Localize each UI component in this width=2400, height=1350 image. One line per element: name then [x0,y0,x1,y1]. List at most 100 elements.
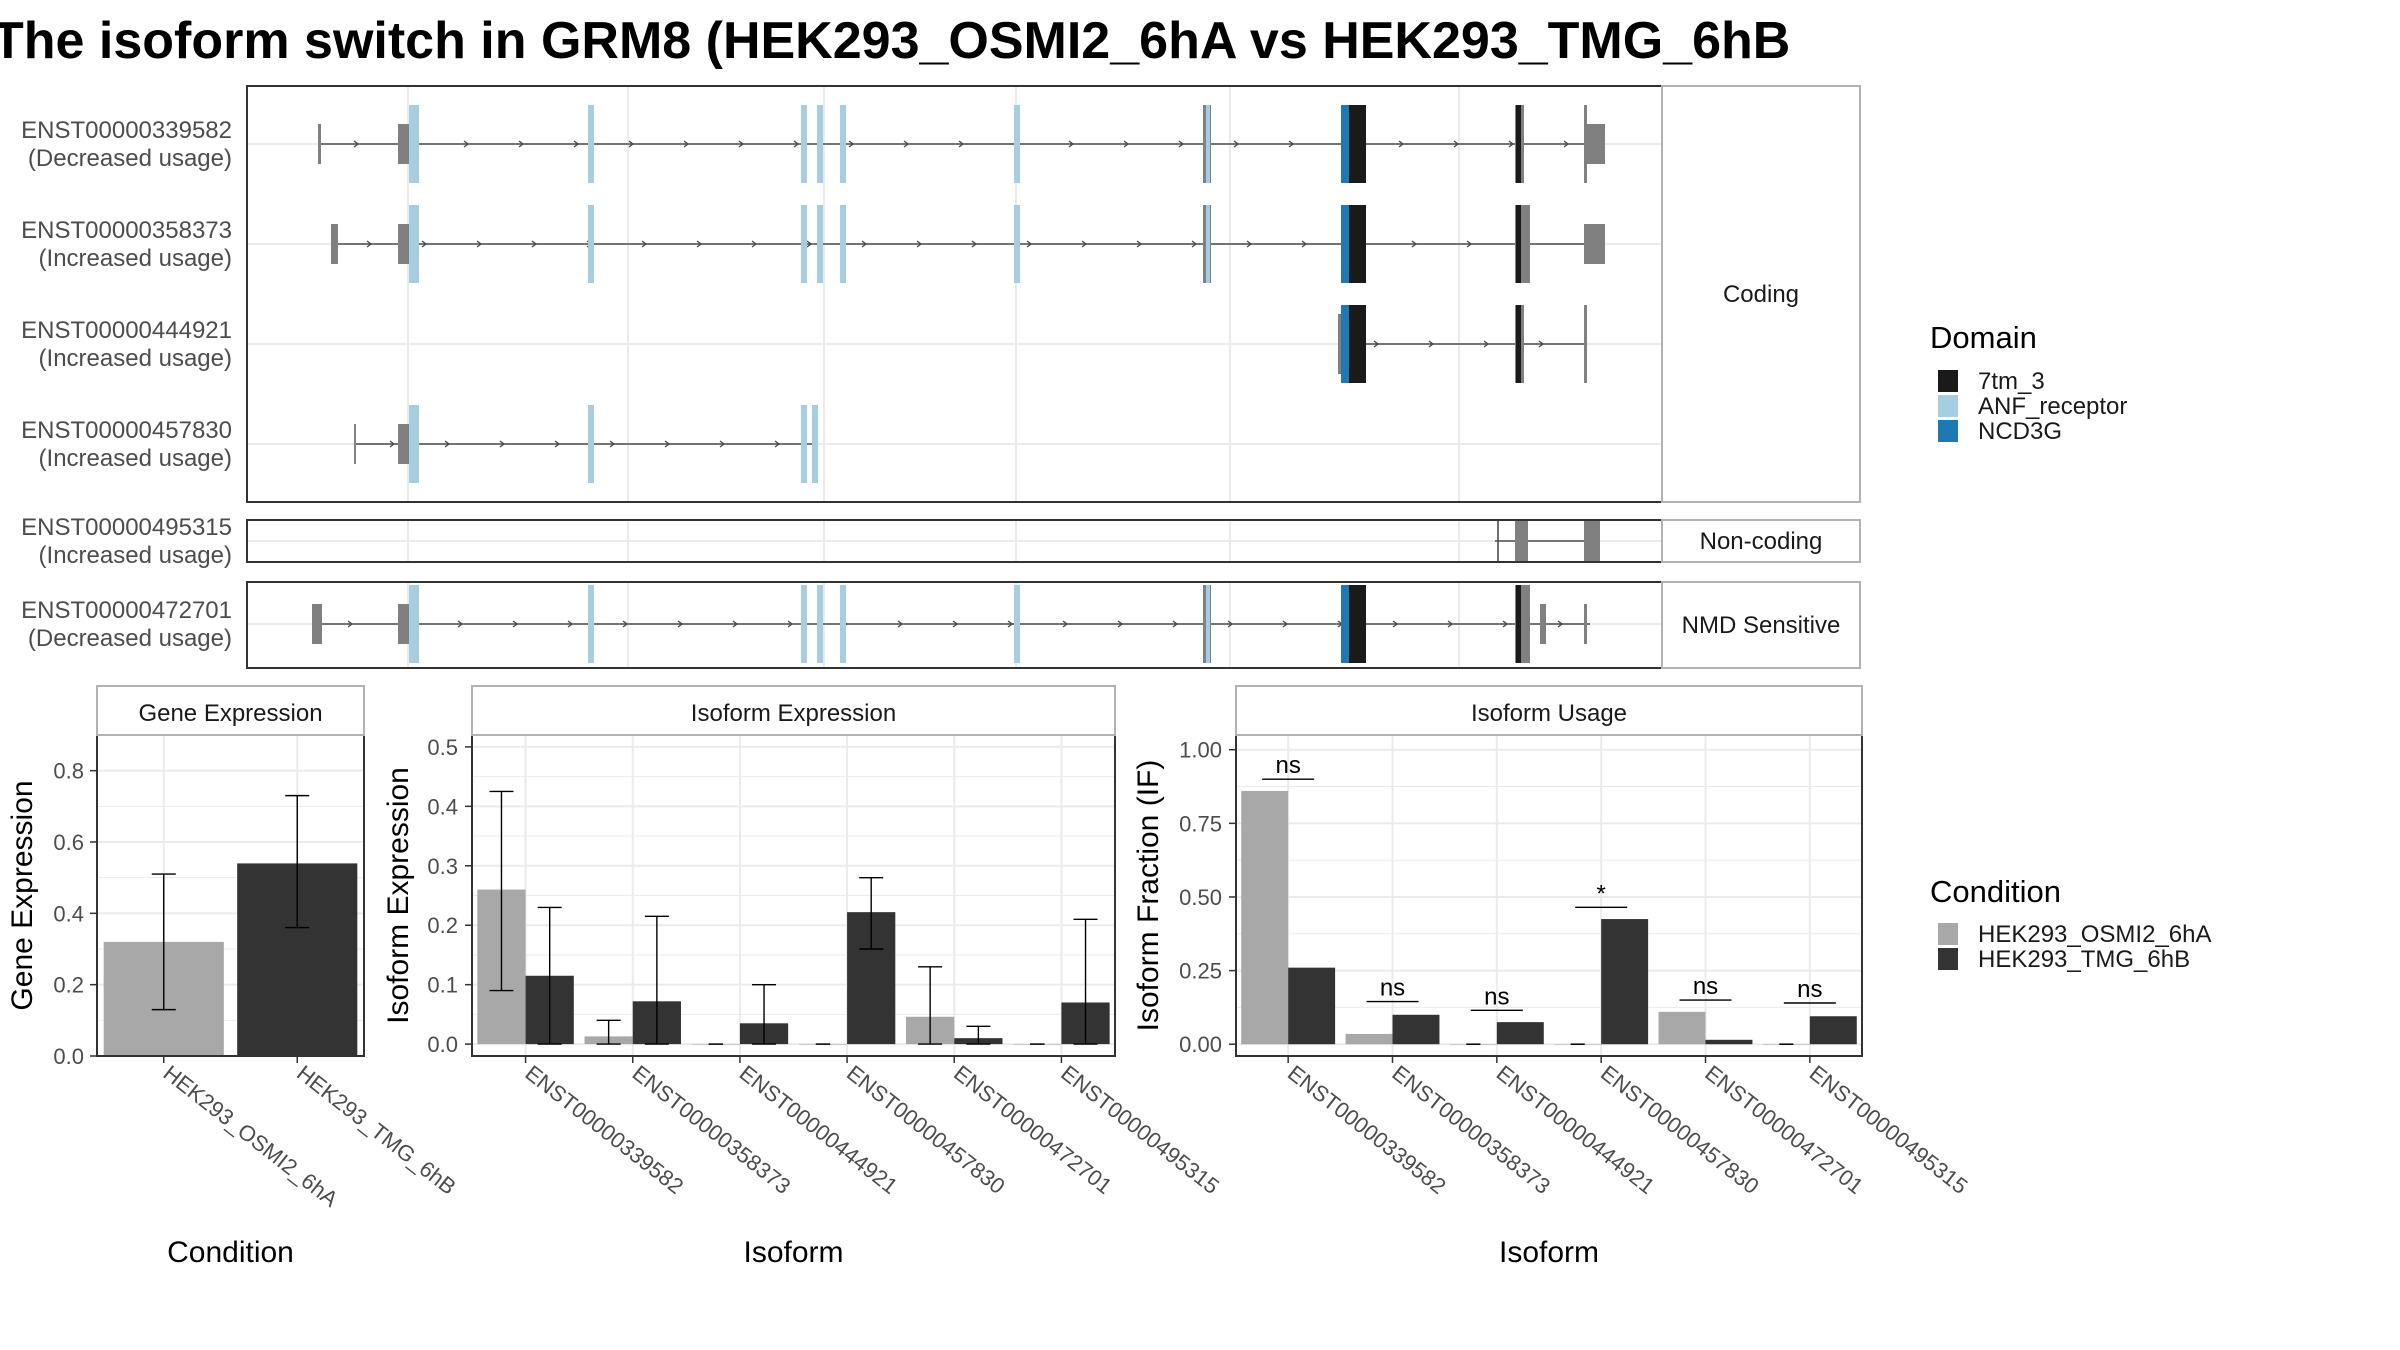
intron-arrow [1392,620,1399,628]
exon [801,585,807,663]
exon [409,405,419,483]
intron-arrow [787,620,794,628]
intron-arrow [1282,620,1289,628]
intron-arrow [1508,140,1515,148]
intron-arrow [1026,240,1033,248]
exon [1516,585,1521,663]
intron-arrow [531,240,538,248]
intron-arrow [1191,240,1198,248]
chart-2: ns ns ns * ns ns Isoform Usage 0.00 0.25 0.50 0.75… [1132,685,1972,1269]
chart-1: Isoform Expression0.00.10.20.30.40.5ENST… [382,685,1224,1269]
intron-arrow [1081,240,1088,248]
exon [1584,604,1587,644]
intron-arrow [1062,620,1069,628]
bar [1496,1022,1544,1045]
transcript-id-label: ENST00000472701 [21,597,232,624]
intron-arrow [628,140,635,148]
transcript-id-label: ENST00000457830 [21,417,232,444]
figure-title: The isoform switch in GRM8 (HEK293_OSMI2… [0,12,1790,70]
exon [1341,585,1349,663]
group-label: Coding [1723,281,1799,308]
exon [1516,205,1521,283]
intron-arrow [738,140,745,148]
intron-arrow [774,440,781,448]
exon [1341,305,1349,383]
exon [1584,105,1587,183]
intron-arrow [903,140,910,148]
exon [588,585,594,663]
transcript-usage-label: (Increased usage) [39,542,232,569]
intron-arrow [793,140,800,148]
exon [318,124,321,164]
exon [1516,105,1521,183]
intron-arrow [1428,340,1435,348]
y-tick-label: 0.8 [53,759,84,784]
y-axis-title: Isoform Expression [382,767,415,1024]
intron-arrow [499,440,506,448]
exon [1206,205,1210,283]
transcript-id-label: ENST00000495315 [21,514,232,541]
condition-legend-title: Condition [1930,874,2061,909]
y-axis-title: Gene Expression [6,780,39,1010]
bar [1345,1033,1393,1045]
exon [801,205,807,283]
transcript-panel-border [246,85,1663,503]
significance-label: ns [1275,752,1300,779]
intron-arrow [353,140,360,148]
transcript-id-label: ENST00000339582 [21,117,232,144]
exon [1014,205,1020,283]
y-tick-label: 0.50 [1179,885,1222,910]
exon [331,224,338,264]
y-tick-label: 0.1 [427,973,458,998]
bar [1809,1016,1857,1045]
y-tick-label: 0.2 [53,973,84,998]
transcript-usage-label: (Increased usage) [39,345,232,372]
exon [840,205,846,283]
y-tick-label: 1.00 [1179,738,1222,763]
y-tick-label: 0.25 [1179,959,1222,984]
significance-label: ns [1797,976,1822,1003]
intron-arrow [476,240,483,248]
chart-title: Isoform Usage [1471,700,1627,727]
exon [1349,585,1366,663]
intron-arrow [719,440,726,448]
intron-arrow [347,620,354,628]
chart-title-strip [96,685,365,736]
chart-title: Isoform Expression [691,700,896,727]
transcript-id-label: ENST00000444921 [21,317,232,344]
intron-arrow [641,240,648,248]
bar [1705,1039,1753,1045]
y-tick-label: 0.0 [53,1044,84,1069]
group-label: NMD Sensitive [1682,612,1841,639]
x-axis-title: Isoform [743,1236,843,1269]
y-tick-label: 0.2 [427,913,458,938]
intron-arrow [664,440,671,448]
exon [588,405,594,483]
exon [840,105,846,183]
intron-arrow [1557,620,1564,628]
bar [1288,967,1336,1045]
exon [312,604,322,644]
bar [1658,1011,1706,1045]
intron-arrow [683,140,690,148]
bar [1392,1014,1440,1045]
bar-charts: Gene Expression0.00.20.40.60.8HEK293_OSM… [6,685,1972,1269]
exon [1014,585,1020,663]
intron-arrow [1288,140,1295,148]
exon [817,585,823,663]
exon [398,124,410,164]
exon [409,205,419,283]
exon [817,105,823,183]
x-axis-title: Isoform [1499,1236,1599,1269]
intron-arrow [512,620,519,628]
domain-legend-label: 7tm_3 [1978,368,2045,395]
intron-arrow [1398,140,1405,148]
y-axis-title: Isoform Fraction (IF) [1132,760,1165,1032]
intron-arrow [1411,240,1418,248]
exon [1584,305,1587,383]
exon [398,224,410,264]
exon [1516,305,1521,383]
intron-arrow [1502,620,1509,628]
transcript-usage-label: (Decreased usage) [28,145,232,172]
